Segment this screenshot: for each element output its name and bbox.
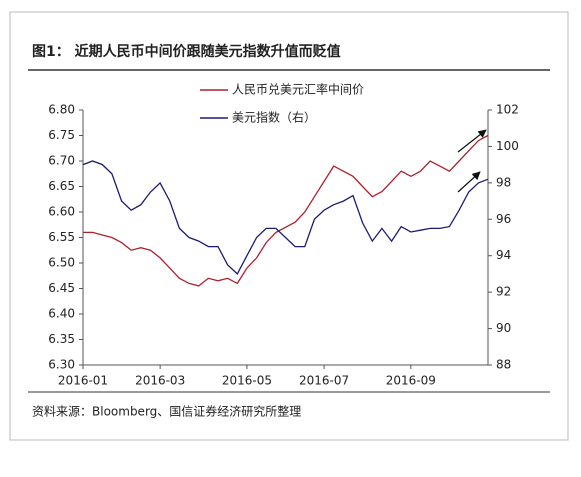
x-tick-label: 2016-07 xyxy=(299,374,349,388)
x-tick-label: 2016-05 xyxy=(222,374,272,388)
y-tick-label: 6.55 xyxy=(48,230,75,244)
y2-tick-label: 100 xyxy=(496,139,519,153)
arrow xyxy=(457,129,487,153)
y2-tick-label: 94 xyxy=(496,248,511,262)
y2-tick-label: 92 xyxy=(496,285,511,299)
frame xyxy=(9,11,569,441)
y2-tick-label: 90 xyxy=(496,321,511,335)
y-tick-label: 6.80 xyxy=(48,103,75,117)
series-line xyxy=(83,134,489,287)
y2-tick-label: 102 xyxy=(496,103,519,117)
y-tick-label: 6.30 xyxy=(48,358,75,372)
chart-title: 图1： 近期人民币中间价跟随美元指数升值而贬值 xyxy=(32,43,341,60)
y-tick-label: 6.70 xyxy=(48,154,75,168)
series-line xyxy=(82,160,489,275)
x-tick-label: 2016-09 xyxy=(386,374,436,388)
arrow xyxy=(457,171,481,193)
y-tick-label: 6.50 xyxy=(48,256,75,270)
y-tick-label: 6.35 xyxy=(48,332,75,346)
source-note: 资料来源：Bloomberg、国信证券经济研究所整理 xyxy=(32,404,301,419)
y-tick-label: 6.60 xyxy=(48,205,75,219)
legend-label: 人民币兑美元汇率中间价 xyxy=(232,82,364,97)
x-tick-label: 2016-01 xyxy=(58,374,108,388)
y-tick-label: 6.65 xyxy=(48,179,75,193)
y-tick-label: 6.40 xyxy=(48,307,75,321)
y-tick-label: 6.75 xyxy=(48,128,75,142)
y2-tick-label: 88 xyxy=(496,358,511,372)
y2-tick-label: 98 xyxy=(496,175,511,189)
legend-label: 美元指数（右） xyxy=(232,110,316,125)
y2-tick-label: 96 xyxy=(496,212,511,226)
y-tick-label: 6.45 xyxy=(48,281,75,295)
x-tick-label: 2016-03 xyxy=(135,374,185,388)
